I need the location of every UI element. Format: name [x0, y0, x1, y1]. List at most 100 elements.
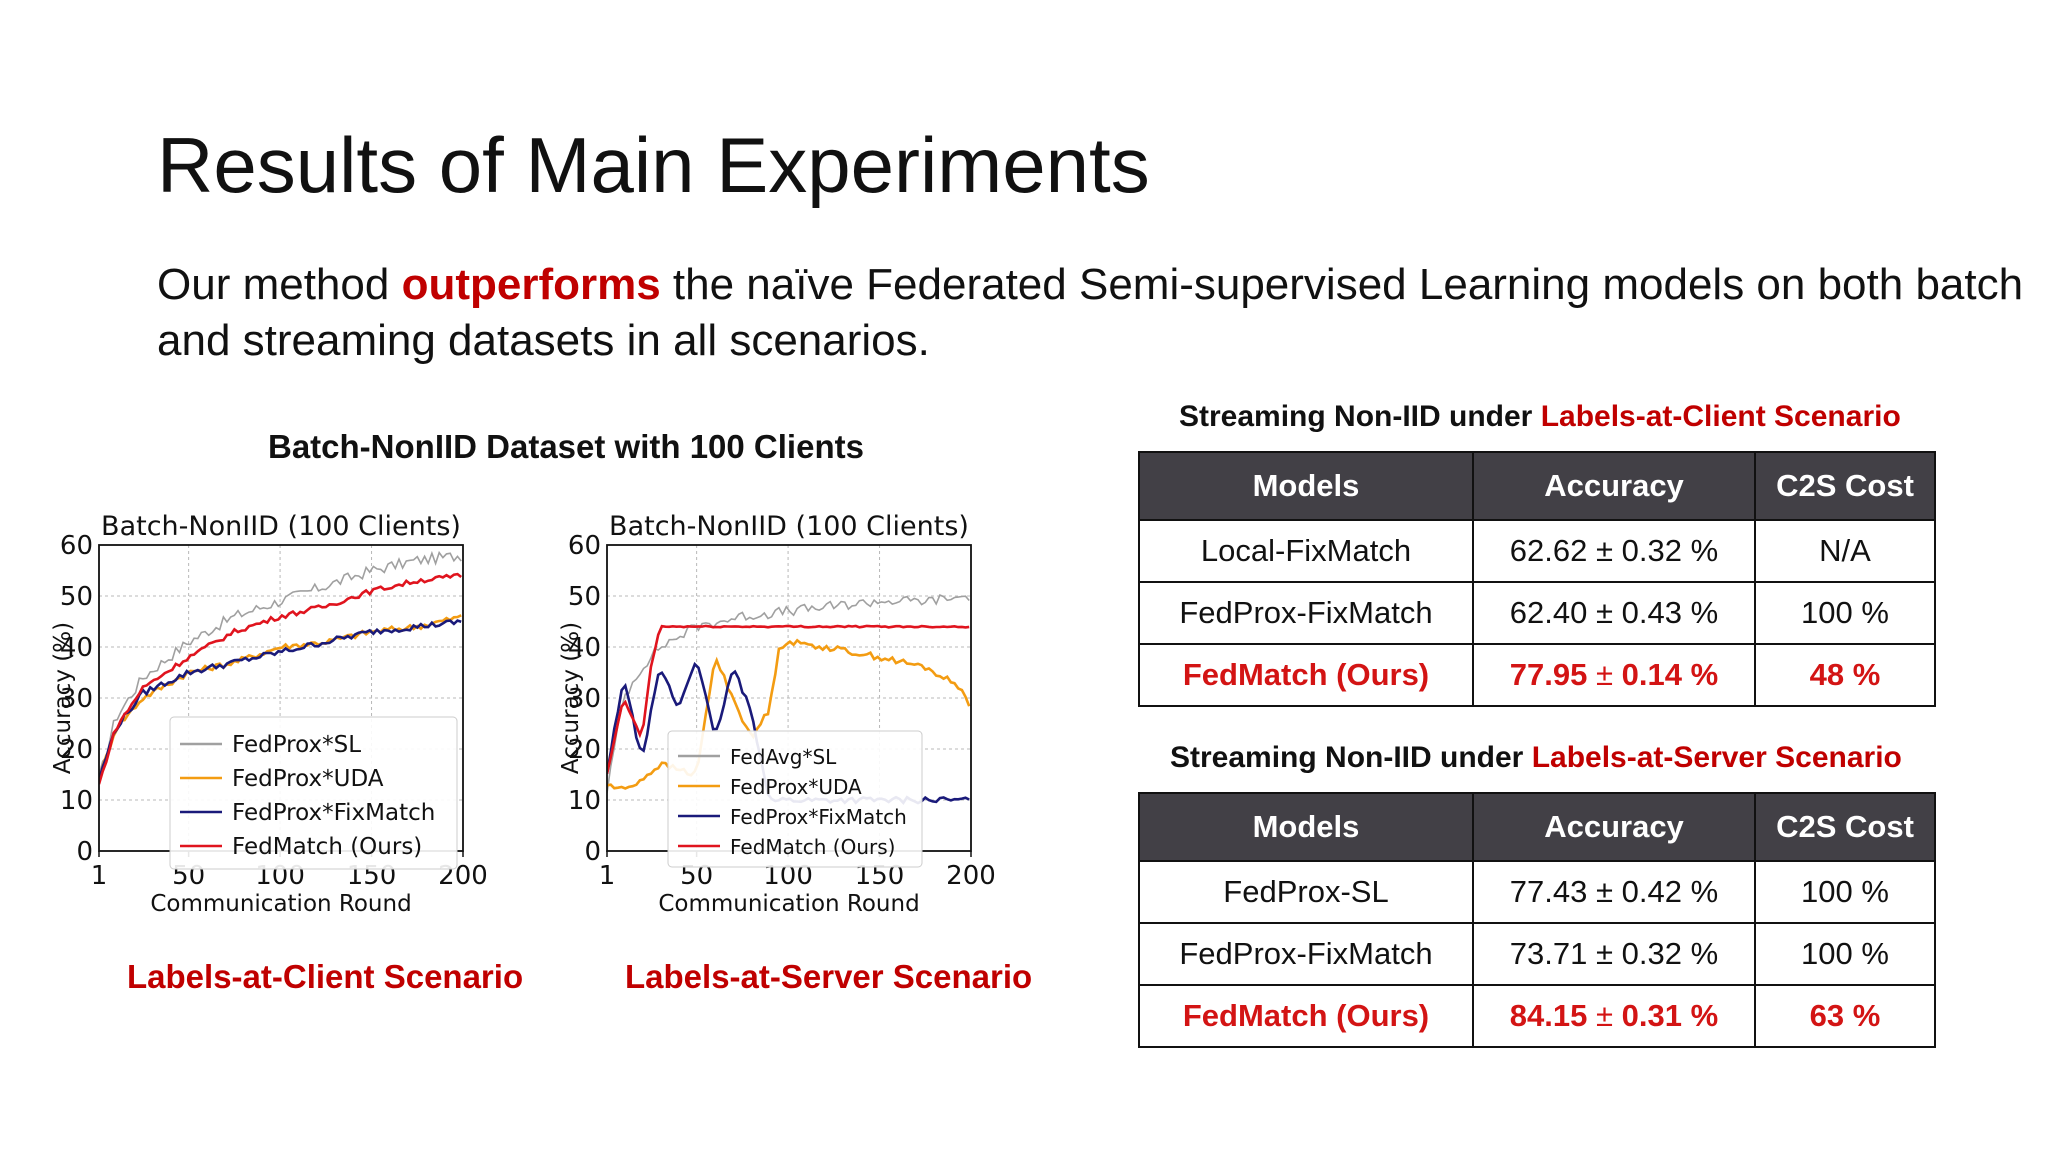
legend-box — [169, 716, 458, 870]
header-models: Models — [1138, 792, 1474, 862]
acc-std: 0.42 — [1621, 874, 1682, 909]
chart-labels-at-client: Batch-NonIID (100 Clients) 0 10 20 30 40 50 60 1… — [50, 505, 550, 935]
legend-label: FedProx*SL — [232, 732, 361, 758]
slide-title: Results of Main Experiments — [157, 121, 1150, 209]
cell-accuracy: 73.71 ± 0.32 % — [1472, 922, 1756, 986]
cell-cost: 48 % — [1754, 643, 1936, 707]
table-row: FedProx-FixMatch 73.71 ± 0.32 % 100 % — [1138, 922, 1936, 986]
cell-model: FedProx-FixMatch — [1138, 922, 1474, 986]
subtitle-lead: Our method — [157, 260, 402, 309]
series-line-3 — [607, 624, 970, 775]
cell-model: FedMatch (Ours) — [1138, 643, 1474, 707]
series-line-0 — [607, 594, 970, 794]
acc-unit: % — [1690, 657, 1719, 692]
y-tick-label: 40 — [60, 633, 93, 663]
cell-cost: N/A — [1754, 519, 1936, 583]
cell-model: FedProx-FixMatch — [1138, 581, 1474, 645]
plus-minus-sign: ± — [1596, 936, 1614, 971]
legend-box — [667, 730, 923, 868]
chart-labels-at-server: Batch-NonIID (100 Clients) 0 10 20 30 40 50 60 1… — [558, 505, 1058, 935]
acc-unit: % — [1690, 998, 1719, 1033]
plus-minus-sign: ± — [1596, 874, 1614, 909]
chart-title: Batch-NonIID (100 Clients) — [609, 511, 969, 542]
table-server-caption-highlight: Labels-at-Server Scenario — [1531, 741, 1902, 774]
header-c2s-cost: C2S Cost — [1754, 451, 1936, 521]
series-line-0 — [99, 550, 462, 776]
acc-mean: 84.15 — [1509, 998, 1588, 1033]
series-line-1 — [607, 638, 971, 790]
acc-mean: 77.95 — [1509, 657, 1588, 692]
acc-unit: % — [1690, 874, 1719, 909]
acc-mean: 77.43 — [1509, 874, 1588, 909]
caption-labels-at-client: Labels-at-Client Scenario — [127, 958, 524, 995]
y-tick-label: 40 — [568, 633, 601, 663]
y-tick-label: 0 — [584, 837, 601, 867]
legend-label: FedMatch (Ours) — [232, 834, 422, 860]
table-server-caption-lead: Streaming Non-IID under — [1170, 741, 1532, 774]
y-tick-label: 30 — [568, 684, 601, 714]
plus-minus-sign: ± — [1596, 595, 1614, 630]
x-axis-label: Communication Round — [150, 891, 411, 917]
y-tick-label: 60 — [568, 531, 601, 561]
y-tick-label: 20 — [60, 735, 93, 765]
acc-std: 0.43 — [1621, 595, 1682, 630]
table-row: Local-FixMatch 62.62 ± 0.32 % N/A — [1138, 519, 1936, 583]
cell-cost: 100 % — [1754, 581, 1936, 645]
table-header-row: Models Accuracy C2S Cost — [1138, 792, 1936, 862]
acc-mean: 62.40 — [1509, 595, 1588, 630]
series-line-3 — [99, 572, 463, 785]
acc-unit: % — [1690, 533, 1719, 568]
chart-title: Batch-NonIID (100 Clients) — [101, 511, 461, 542]
legend-label: FedProx*UDA — [730, 775, 862, 799]
plus-minus-sign: ± — [1596, 657, 1614, 692]
table-server-caption: Streaming Non-IID under Labels-at-Server… — [1170, 741, 1902, 775]
table-labels-at-client: Models Accuracy C2S Cost Local-FixMatch … — [1138, 451, 1936, 707]
cell-model: FedMatch (Ours) — [1138, 984, 1474, 1048]
series-line-2 — [99, 619, 462, 781]
y-tick-label: 50 — [60, 582, 93, 612]
legend-label: FedProx*FixMatch — [232, 800, 435, 826]
x-tick-label: 1 — [91, 861, 108, 891]
cell-accuracy: 62.62 ± 0.32 % — [1472, 519, 1756, 583]
legend-label: FedProx*UDA — [232, 766, 384, 792]
y-axis-label: Accuracy (%) — [558, 622, 584, 774]
series-line-1 — [99, 614, 462, 783]
acc-mean: 73.71 — [1509, 936, 1588, 971]
cell-accuracy: 84.15 ± 0.31 % — [1472, 984, 1756, 1048]
y-tick-label: 20 — [568, 735, 601, 765]
subtitle-rest: the naïve Federated Semi-supervised Lear… — [157, 260, 2024, 365]
table-client-caption: Streaming Non-IID under Labels-at-Client… — [1179, 400, 1901, 434]
acc-mean: 62.62 — [1509, 533, 1588, 568]
table-row: FedProx-SL 77.43 ± 0.42 % 100 % — [1138, 860, 1936, 924]
table-client-caption-highlight: Labels-at-Client Scenario — [1540, 400, 1901, 433]
acc-unit: % — [1690, 595, 1719, 630]
acc-std: 0.14 — [1621, 657, 1682, 692]
subtitle-highlight: outperforms — [401, 260, 661, 309]
acc-std: 0.31 — [1621, 998, 1682, 1033]
cell-accuracy: 77.43 ± 0.42 % — [1472, 860, 1756, 924]
cell-model: Local-FixMatch — [1138, 519, 1474, 583]
chart-svg-0: Batch-NonIID (100 Clients) 0 10 20 30 40 50 60 1… — [50, 511, 488, 917]
table-row-ours: FedMatch (Ours) 77.95 ± 0.14 % 48 % — [1138, 643, 1936, 707]
legend-label: FedProx*FixMatch — [730, 805, 907, 829]
table-client-caption-lead: Streaming Non-IID under — [1179, 400, 1541, 433]
table-labels-at-server: Models Accuracy C2S Cost FedProx-SL 77.4… — [1138, 792, 1936, 1048]
slide-subtitle: Our method outperforms the naïve Federat… — [157, 257, 2037, 369]
y-tick-label: 50 — [568, 582, 601, 612]
cell-cost: 100 % — [1754, 860, 1936, 924]
header-accuracy: Accuracy — [1472, 451, 1756, 521]
cell-accuracy: 62.40 ± 0.43 % — [1472, 581, 1756, 645]
table-header-row: Models Accuracy C2S Cost — [1138, 451, 1936, 521]
x-tick-label: 200 — [946, 861, 996, 891]
acc-std: 0.32 — [1621, 533, 1682, 568]
table-row-ours: FedMatch (Ours) 84.15 ± 0.31 % 63 % — [1138, 984, 1936, 1048]
legend-label: FedMatch (Ours) — [730, 835, 895, 859]
cell-cost: 63 % — [1754, 984, 1936, 1048]
y-tick-label: 10 — [568, 786, 601, 816]
header-models: Models — [1138, 451, 1474, 521]
y-tick-label: 0 — [76, 837, 93, 867]
legend-label: FedAvg*SL — [730, 745, 837, 769]
plus-minus-sign: ± — [1596, 533, 1614, 568]
acc-std: 0.32 — [1621, 936, 1682, 971]
y-axis-label: Accuracy (%) — [50, 622, 76, 774]
